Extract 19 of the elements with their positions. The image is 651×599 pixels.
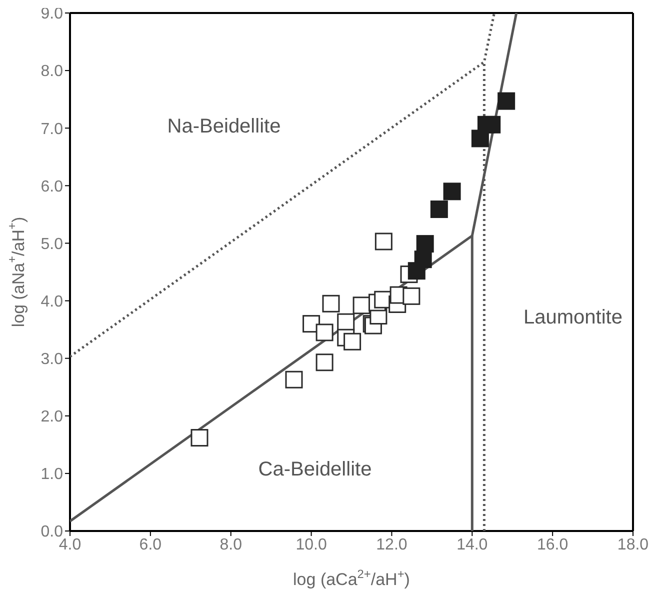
annotation: Laumontite xyxy=(524,306,622,330)
x-tick-label: 6.0 xyxy=(139,536,162,554)
annotation: Na-Beidellite xyxy=(167,116,281,138)
x-tick-label: 8.0 xyxy=(220,536,242,554)
annotation: Ca-Beidellite xyxy=(258,458,372,482)
x-tick-label: 16.0 xyxy=(537,536,568,554)
x-tick-label: 12.0 xyxy=(376,536,408,554)
y-tick-label: 5.0 xyxy=(40,236,64,253)
x-tick-label: 18.0 xyxy=(617,536,649,554)
y-tick-label: 8.0 xyxy=(40,63,64,80)
x-tick-label: 14.0 xyxy=(456,536,488,554)
y-tick-label: 4.0 xyxy=(40,293,64,310)
x-axis-title: log (aCa$^{2+}$/aH$^{+}$) xyxy=(293,567,410,589)
x-tick-label: 10.0 xyxy=(296,536,327,554)
y-tick-label: 7.0 xyxy=(40,120,64,138)
y-tick-label: 6.0 xyxy=(40,178,64,196)
y-tick-label: 1.0 xyxy=(40,466,64,484)
y-tick-label: 3.0 xyxy=(40,351,64,368)
y-tick-label: 2.0 xyxy=(40,408,64,426)
